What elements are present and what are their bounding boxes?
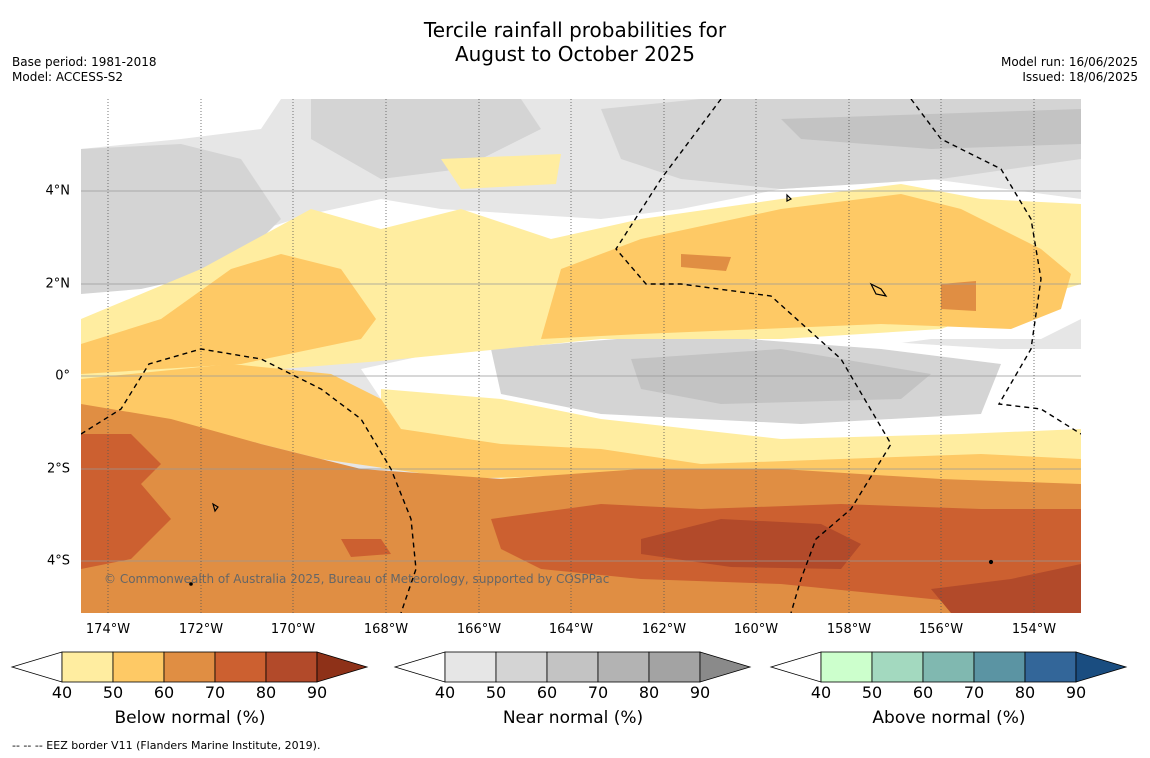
base-period: Base period: 1981-2018	[12, 55, 157, 69]
cbar-near-bin-3	[546, 651, 599, 683]
title-line-1: Tercile rainfall probabilities for	[423, 18, 727, 42]
chart-title: Tercile rainfall probabilities for Augus…	[0, 18, 1150, 66]
below-normal-70-patch	[341, 539, 391, 557]
cbar-near-tick-80: 80	[638, 683, 660, 702]
cbar-below-tick-50: 50	[102, 683, 124, 702]
cbar-above-tick-40: 40	[810, 683, 832, 702]
cbar-near-arrow-high	[699, 651, 752, 683]
cbar-near-arrow-low	[393, 651, 446, 683]
cbar-near-bin-2	[495, 651, 548, 683]
cbar-above-bin-4	[973, 651, 1026, 683]
cbar-below-tick-60: 60	[153, 683, 175, 702]
cbar-near-tick-70: 70	[587, 683, 609, 702]
cbar-below-arrow-high	[316, 651, 369, 683]
colorbar-near-normal	[393, 651, 752, 683]
lat-label-2s: 2°S	[46, 461, 70, 477]
latitude-lines	[81, 190, 1081, 562]
below-normal-40-patch	[441, 154, 561, 189]
lon-label-162w: 162°W	[641, 622, 687, 637]
below-normal-60-spot	[681, 254, 731, 271]
cbar-near-tick-40: 40	[434, 683, 456, 702]
map-canvas	[81, 99, 1081, 613]
below-normal-50-south	[81, 364, 1081, 489]
cbar-below-bin-2	[112, 651, 165, 683]
cbar-above-bin-1	[820, 651, 873, 683]
meta-left: Base period: 1981-2018 Model: ACCESS-S2	[12, 55, 157, 85]
cbar-below-bin-4	[214, 651, 267, 683]
lat-label-4s: 4°S	[46, 553, 70, 569]
lon-label-170w: 170°W	[270, 622, 316, 637]
cbar-above-tick-50: 50	[861, 683, 883, 702]
lat-label-0: 0°	[55, 368, 70, 384]
lon-label-172w: 172°W	[178, 622, 224, 637]
below-normal-80-core	[641, 519, 861, 569]
cbar-below-arrow-low	[10, 651, 63, 683]
model-run: Model run: 16/06/2025	[1000, 55, 1138, 69]
cbar-above-arrow-low	[769, 651, 822, 683]
lon-label-164w: 164°W	[548, 622, 594, 637]
near-normal-60-ne	[781, 109, 1081, 149]
cbar-above-tick-60: 60	[912, 683, 934, 702]
cbar-above-bin-5	[1024, 651, 1077, 683]
copyright-notice: © Commonwealth of Australia 2025, Bureau…	[104, 572, 610, 586]
cbar-near-bin-5	[648, 651, 701, 683]
lon-label-174w: 174°W	[85, 622, 131, 637]
below-normal-60-spot-east	[941, 281, 976, 311]
islands	[189, 193, 994, 586]
below-normal-80-se	[931, 564, 1081, 613]
cbar-below-title: Below normal (%)	[114, 708, 266, 728]
lon-label-158w: 158°W	[826, 622, 872, 637]
cbar-above-tick-90: 90	[1065, 683, 1087, 702]
white-region-nw	[81, 99, 281, 149]
near-normal-60-equator	[631, 349, 931, 404]
cbar-above-tick-80: 80	[1014, 683, 1036, 702]
eez-legend-note: -- -- -- EEZ border V11 (Flanders Marine…	[12, 739, 321, 752]
cbar-near-tick-90: 90	[689, 683, 711, 702]
cbar-below-bin-5	[265, 651, 318, 683]
title-line-2: August to October 2025	[454, 42, 696, 66]
cbar-below-tick-90: 90	[306, 683, 328, 702]
cbar-below-tick-70: 70	[204, 683, 226, 702]
lat-label-2n: 2°N	[45, 276, 71, 292]
cbar-near-bin-1	[444, 651, 497, 683]
cbar-above-tick-70: 70	[963, 683, 985, 702]
lon-label-160w: 160°W	[733, 622, 779, 637]
cbar-near-title: Near normal (%)	[502, 708, 644, 728]
eez-borders	[81, 99, 1081, 613]
cbar-above-bin-3	[922, 651, 975, 683]
near-normal-50-north	[311, 99, 541, 179]
cbar-near-tick-60: 60	[536, 683, 558, 702]
cbar-near-bin-4	[597, 651, 650, 683]
lon-label-166w: 166°W	[456, 622, 502, 637]
meta-right: Model run: 16/06/2025 Issued: 18/06/2025	[1001, 55, 1138, 85]
cbar-below-bin-3	[163, 651, 216, 683]
lon-label-154w: 154°W	[1011, 622, 1057, 637]
cbar-above-arrow-high	[1075, 651, 1128, 683]
below-normal-70-west	[81, 434, 171, 569]
probability-map	[81, 99, 1081, 613]
below-normal-50-ne	[541, 194, 1071, 339]
cbar-near-tick-50: 50	[485, 683, 507, 702]
model-name: Model: ACCESS-S2	[12, 70, 124, 84]
colorbar-above-normal	[769, 651, 1128, 683]
lon-label-168w: 168°W	[363, 622, 409, 637]
cbar-below-tick-40: 40	[51, 683, 73, 702]
issued-date: Issued: 18/06/2025	[1022, 70, 1138, 84]
cbar-below-tick-80: 80	[255, 683, 277, 702]
cbar-below-bin-1	[61, 651, 114, 683]
cbar-above-title: Above normal (%)	[872, 708, 1026, 728]
lon-label-156w: 156°W	[918, 622, 964, 637]
cbar-above-bin-2	[871, 651, 924, 683]
colorbar-below-normal	[10, 651, 369, 683]
lat-label-4n: 4°N	[45, 183, 71, 199]
